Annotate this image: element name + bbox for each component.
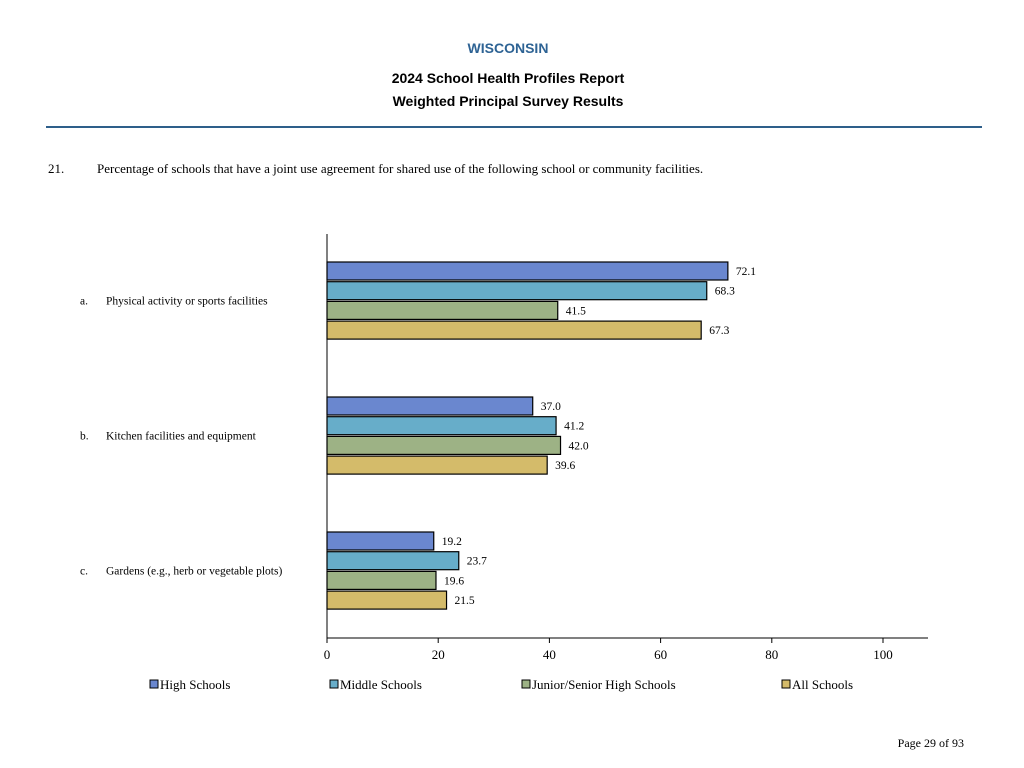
legend-swatch [521, 679, 531, 689]
question-number: 21. [48, 161, 65, 176]
bar [326, 300, 559, 320]
legend-label: Middle Schools [340, 677, 422, 692]
x-tick-label: 60 [654, 647, 667, 662]
bar [326, 531, 435, 551]
question-text: Percentage of schools that have a joint … [97, 161, 704, 176]
bar [326, 320, 702, 340]
bar [326, 435, 562, 455]
report-title: 2024 School Health Profiles Report [391, 70, 625, 86]
data-label: 21.5 [455, 595, 475, 607]
bar [326, 281, 708, 301]
data-label: 42.0 [569, 440, 589, 452]
category-label: Kitchen facilities and equipment [106, 430, 257, 442]
x-tick-label: 100 [873, 647, 893, 662]
data-label: 68.3 [715, 286, 735, 298]
legend-label: High Schools [160, 677, 230, 692]
data-label: 67.3 [709, 325, 729, 337]
category-letter: b. [80, 430, 89, 442]
data-label: 41.2 [564, 421, 584, 433]
bar [326, 416, 557, 436]
page-number: Page 29 of 93 [897, 736, 964, 750]
legend-swatch [781, 679, 791, 689]
category-label: Gardens (e.g., herb or vegetable plots) [106, 565, 282, 577]
legend-swatch [149, 679, 159, 689]
category-letter: c. [80, 565, 88, 577]
bar [326, 455, 548, 475]
data-label: 72.1 [736, 266, 756, 278]
x-tick-label: 0 [324, 647, 331, 662]
bar [326, 570, 437, 591]
bar [326, 551, 460, 571]
data-label: 19.6 [444, 575, 464, 587]
x-tick-label: 20 [432, 647, 445, 662]
report-subtitle: Weighted Principal Survey Results [392, 93, 624, 109]
legend-swatch [329, 679, 339, 689]
category-label: Physical activity or sports facilities [106, 295, 268, 307]
data-label: 37.0 [541, 401, 561, 413]
bar [326, 396, 534, 416]
data-label: 41.5 [566, 305, 586, 317]
x-tick-label: 40 [543, 647, 556, 662]
category-letter: a. [80, 295, 88, 307]
data-label: 19.2 [442, 536, 462, 548]
legend-label: All Schools [792, 677, 853, 692]
bar [326, 590, 448, 610]
header-divider [46, 126, 982, 128]
bar [326, 261, 729, 281]
state-title: WISCONSIN [467, 40, 549, 56]
legend-label: Junior/Senior High Schools [532, 677, 676, 692]
data-label: 23.7 [467, 556, 487, 568]
x-tick-label: 80 [765, 647, 778, 662]
data-label: 39.6 [555, 460, 575, 472]
